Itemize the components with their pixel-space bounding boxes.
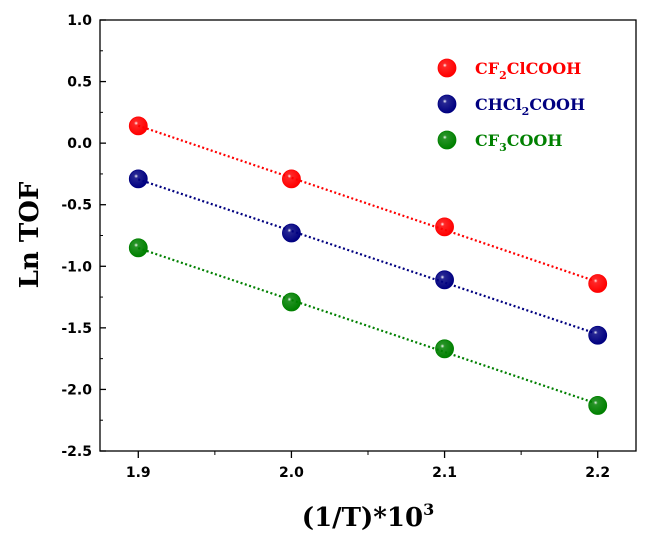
y-tick-label: 1.0 [67,13,92,29]
fit-lines [137,124,599,406]
x-axis-title-exponent: 3 [423,500,434,519]
data-point [128,238,148,258]
data-point [588,325,608,345]
x-tick-label: 1.9 [126,465,151,481]
y-axis-ticks: 1.0 0.5 0.0 -0.5 -1.0 -1.5 -2.0 -2.5 [61,13,106,460]
legend: CF2ClCOOH CHCl2COOH CF3COOH [437,58,585,154]
data-point [282,223,301,243]
data-point [435,217,454,237]
y-tick-label: -1.5 [61,321,92,337]
legend-marker [437,94,457,114]
legend-label: CHCl2COOH [475,95,585,118]
fit-line [137,178,599,336]
legend-label: CF3COOH [475,131,562,154]
data-points [128,116,608,415]
legend-marker [437,130,457,150]
data-point [588,396,608,415]
x-axis-title: (1/T)*103 [302,500,434,533]
x-tick-label: 2.2 [585,465,610,481]
y-tick-label: -2.0 [61,382,92,398]
y-tick-label: -2.5 [61,444,92,460]
x-axis-ticks: 1.9 2.0 2.1 2.2 [126,451,610,481]
legend-label: CF2ClCOOH [475,59,581,82]
y-tick-label: 0.0 [67,136,92,152]
y-tick-label: -1.0 [61,259,92,275]
data-point [435,339,454,359]
plot-frame [99,19,637,452]
data-point [282,169,301,189]
x-axis-title-main: (1/T)*10 [302,503,423,533]
x-tick-label: 2.0 [279,465,304,481]
x-tick-label: 2.1 [432,465,457,481]
data-point [588,274,608,293]
data-point [128,116,148,136]
y-tick-label: 0.5 [67,75,92,91]
data-point [128,169,148,189]
y-tick-label: -0.5 [61,198,92,214]
y-axis-title: Ln TOF [15,181,45,288]
fit-line [137,247,599,406]
data-point [282,292,301,312]
legend-marker [437,58,457,78]
data-point [435,270,454,290]
